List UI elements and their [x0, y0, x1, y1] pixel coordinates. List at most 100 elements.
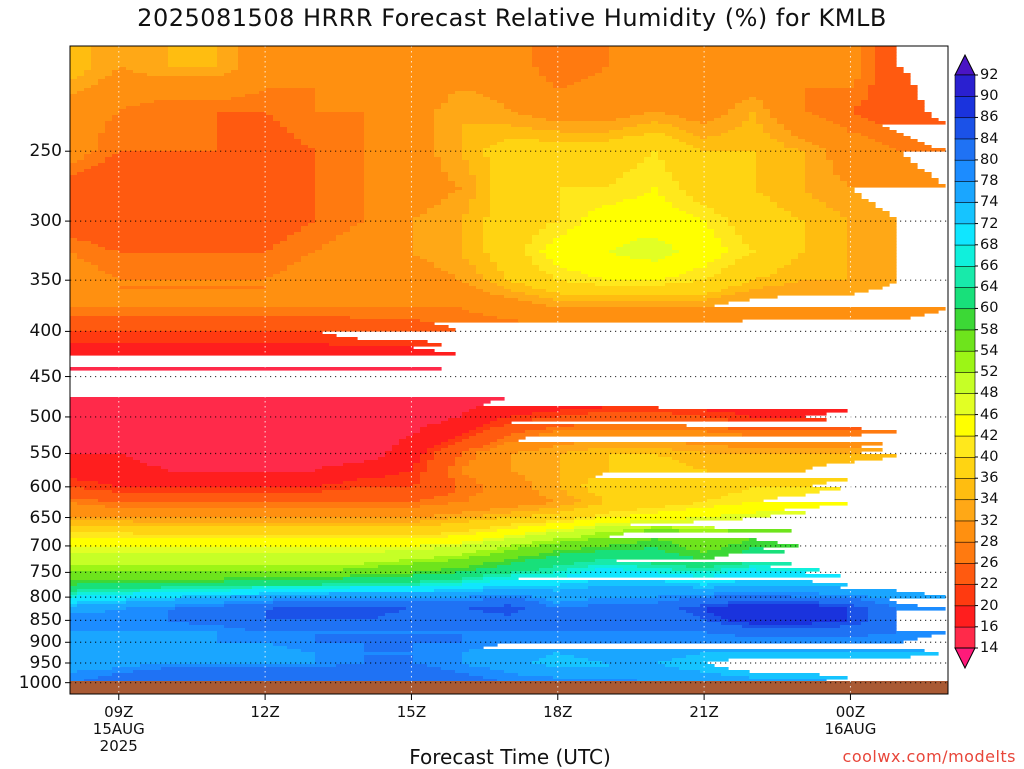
- rh-fill-cell: [784, 124, 841, 128]
- rh-fill-cell: [525, 244, 547, 248]
- rh-fill-cell: [399, 439, 449, 443]
- rh-fill-cell: [70, 220, 316, 224]
- rh-fill-cell: [70, 568, 344, 572]
- rh-fill-cell: [868, 619, 897, 623]
- rh-fill-cell: [315, 199, 365, 203]
- rh-fill-cell: [602, 406, 659, 410]
- rh-fill-cell: [455, 91, 477, 95]
- rh-fill-cell: [175, 604, 225, 608]
- rh-fill-cell: [693, 196, 771, 200]
- x-tick-label-line: 18Z: [543, 703, 573, 721]
- rh-fill-cell: [315, 109, 435, 113]
- rh-fill-cell: [441, 568, 477, 572]
- rh-fill-cell: [364, 118, 435, 122]
- rh-fill-cell: [490, 508, 540, 512]
- rh-fill-cell: [728, 112, 750, 116]
- rh-fill-cell: [112, 667, 162, 671]
- rh-fill-cell: [490, 442, 505, 446]
- rh-fill-cell: [707, 619, 729, 623]
- x-axis-title: Forecast Time (UTC): [409, 745, 611, 769]
- rh-fill-cell: [868, 634, 932, 638]
- rh-fill-cell: [532, 64, 610, 68]
- rh-fill-cell: [511, 433, 540, 437]
- rh-fill-cell: [189, 622, 722, 626]
- colorbar-label: 68: [980, 236, 999, 253]
- rh-fill-cell: [784, 127, 848, 131]
- rh-fill-cell: [504, 613, 512, 617]
- rh-fill-cell: [70, 601, 78, 605]
- rh-fill-cell: [581, 217, 701, 221]
- rh-fill-cell: [364, 199, 442, 203]
- rh-fill-cell: [420, 454, 435, 458]
- rh-fill-cell: [420, 430, 470, 434]
- rh-fill-cell: [518, 673, 722, 677]
- rh-fill-cell: [735, 262, 792, 266]
- rh-fill-cell: [805, 157, 827, 161]
- rh-fill-cell: [630, 514, 722, 518]
- rh-fill-cell: [546, 253, 617, 257]
- rh-fill-cell: [119, 286, 267, 290]
- rh-fill-cell: [70, 637, 218, 641]
- colorbar-label: 46: [980, 406, 999, 423]
- rh-fill-cell: [224, 625, 743, 629]
- rh-fill-cell: [70, 298, 519, 302]
- rh-fill-cell: [168, 61, 218, 65]
- rh-fill-cell: [70, 550, 386, 554]
- rh-fill-cell: [658, 151, 757, 155]
- rh-fill-cell: [427, 451, 435, 455]
- y-tick-label: 450: [29, 366, 62, 387]
- rh-fill-cell: [343, 463, 414, 467]
- rh-fill-cell: [560, 211, 589, 215]
- rh-fill-cell: [644, 133, 666, 137]
- rh-fill-cell: [385, 451, 428, 455]
- rh-fill-cell: [805, 247, 848, 251]
- rh-fill-cell: [448, 472, 463, 476]
- rh-fill-cell: [224, 577, 344, 581]
- rh-fill-cell: [553, 241, 631, 245]
- rh-fill-cell: [462, 142, 498, 146]
- rh-fill-cell: [665, 505, 715, 509]
- rh-fill-cell: [350, 574, 414, 578]
- rh-fill-cell: [805, 250, 848, 254]
- rh-fill-cell: [294, 136, 365, 140]
- rh-fill-cell: [70, 622, 190, 626]
- rh-fill-cell: [504, 424, 575, 428]
- rh-fill-cell: [427, 469, 449, 473]
- rh-fill-cell: [217, 55, 239, 59]
- rh-fill-cell: [791, 595, 869, 599]
- rh-fill-cell: [490, 427, 547, 431]
- rh-fill-cell: [700, 451, 862, 455]
- rh-fill-cell: [266, 277, 456, 281]
- rh-fill-cell: [679, 181, 757, 185]
- rh-fill-cell: [217, 121, 281, 125]
- rh-fill-cell: [728, 571, 806, 575]
- rh-fill-cell: [77, 589, 141, 593]
- x-tick-label-line: 21Z: [689, 703, 719, 721]
- rh-fill-cell: [861, 598, 890, 602]
- rh-fill-cell: [70, 547, 435, 551]
- rh-fill-cell: [112, 70, 134, 74]
- rh-fill-cell: [70, 466, 162, 470]
- rh-fill-cell: [546, 529, 575, 533]
- rh-fill-cell: [469, 463, 512, 467]
- rh-fill-cell: [364, 169, 442, 173]
- rh-fill-cell: [476, 190, 491, 194]
- rh-fill-cell: [77, 238, 288, 242]
- rh-fill-cell: [70, 592, 78, 596]
- rh-fill-cell: [364, 148, 435, 152]
- colorbar-label: 22: [980, 576, 999, 593]
- rh-fill-cell: [427, 259, 470, 263]
- rh-fill-cell: [476, 181, 491, 185]
- rh-fill-cell: [791, 214, 841, 218]
- rh-fill-cell: [518, 451, 568, 455]
- rh-fill-cell: [448, 517, 498, 521]
- rh-fill-cell: [70, 679, 85, 683]
- rh-fill-cell: [364, 136, 435, 140]
- rh-fill-cell: [70, 643, 274, 647]
- rh-fill-cell: [532, 61, 610, 65]
- rh-fill-cell: [315, 160, 365, 164]
- rh-fill-cell: [728, 247, 750, 251]
- rh-fill-cell: [742, 283, 785, 287]
- rh-fill-cell: [315, 166, 365, 170]
- rh-fill-cell: [217, 61, 239, 65]
